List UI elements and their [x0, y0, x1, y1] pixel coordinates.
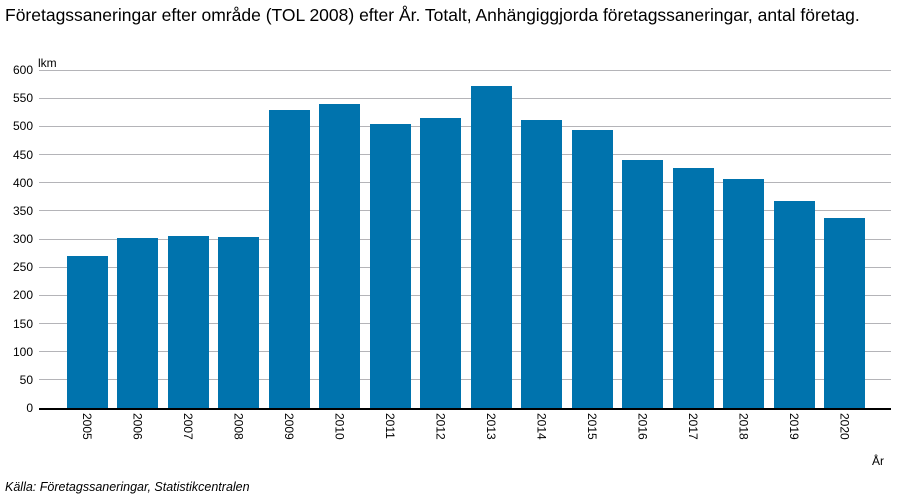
y-tick-label-600: 600 [12, 63, 33, 77]
x-axis-title: År [872, 454, 884, 468]
y-tick-label-550: 550 [12, 91, 33, 106]
x-tick-label-2011: 2011 [383, 413, 397, 439]
x-tick-label-2014: 2014 [534, 413, 549, 440]
bar-2016 [622, 160, 663, 408]
x-tick-label-2010: 2010 [332, 413, 347, 440]
x-tick-label-2009: 2009 [282, 413, 296, 440]
bar-2015 [571, 129, 613, 408]
x-tick-label-2013: 2013 [484, 413, 498, 440]
bar-2018 [723, 178, 764, 408]
y-tick-label-200: 200 [12, 288, 33, 303]
bar-2014 [521, 119, 562, 408]
x-tick-label-2016: 2016 [635, 413, 650, 440]
bar-2017 [672, 168, 714, 408]
gridline-150 [39, 323, 891, 324]
x-tick-label-2012: 2012 [433, 413, 448, 440]
bar-2019 [773, 200, 815, 408]
x-tick-label-2020: 2020 [837, 413, 852, 440]
gridline-100 [39, 351, 891, 353]
y-tick-label-450: 450 [12, 147, 33, 162]
bar-2007 [167, 235, 209, 408]
bar-2012 [420, 117, 461, 408]
x-tick-label-2006: 2006 [130, 413, 145, 440]
source-caption: Källa: Företagssaneringar, Statistikcent… [5, 480, 250, 494]
gridline-450 [39, 154, 891, 155]
x-tick-label-2018: 2018 [736, 413, 751, 440]
y-tick-label-400: 400 [12, 175, 33, 190]
gridline-300 [39, 238, 891, 240]
chart-title: Företagssaneringar efter område (TOL 200… [5, 5, 860, 25]
y-tick-label-100: 100 [12, 344, 33, 359]
y-tick-label-0: 0 [26, 401, 33, 415]
bar-2005 [66, 256, 108, 408]
y-tick-label-250: 250 [12, 260, 33, 275]
gridline-500 [39, 125, 891, 127]
gridline-550 [39, 97, 891, 99]
x-tick-label-2005: 2005 [80, 413, 94, 440]
gridline-50 [39, 379, 891, 381]
x-tick-label-2008: 2008 [231, 413, 246, 440]
bar-2008 [218, 236, 259, 408]
bar-2010 [319, 104, 360, 408]
y-axis: 0 50 100 150 200 250 300 350 400 450 500 550 600 [0, 63, 33, 415]
y-unit-label: lkm [38, 56, 57, 70]
y-tick-label-150: 150 [12, 316, 33, 331]
gridline-400 [39, 182, 891, 184]
bar-2013 [470, 86, 512, 408]
gridline-600 [39, 69, 891, 71]
x-axis: 2005 2006 2007 2008 2009 2010 2011 2012 2013 2014… [39, 413, 891, 453]
y-tick-label-350: 350 [12, 203, 33, 218]
x-tick-label-2019: 2019 [787, 413, 801, 440]
gridline-350 [39, 210, 891, 212]
x-axis-line [39, 408, 891, 410]
bar-2011 [369, 123, 411, 408]
gridline-200 [39, 294, 891, 296]
x-tick-label-2007: 2007 [181, 413, 195, 440]
x-tick-label-2017: 2017 [686, 413, 700, 440]
plot-area [39, 69, 891, 410]
bar-2009 [268, 110, 310, 408]
bar-2006 [117, 237, 158, 408]
x-tick-label-2015: 2015 [585, 413, 599, 440]
gridline-250 [39, 266, 891, 268]
bar-2020 [824, 217, 865, 408]
y-tick-label-300: 300 [12, 232, 33, 246]
y-tick-label-500: 500 [12, 119, 33, 134]
y-tick-label-50: 50 [19, 372, 33, 387]
